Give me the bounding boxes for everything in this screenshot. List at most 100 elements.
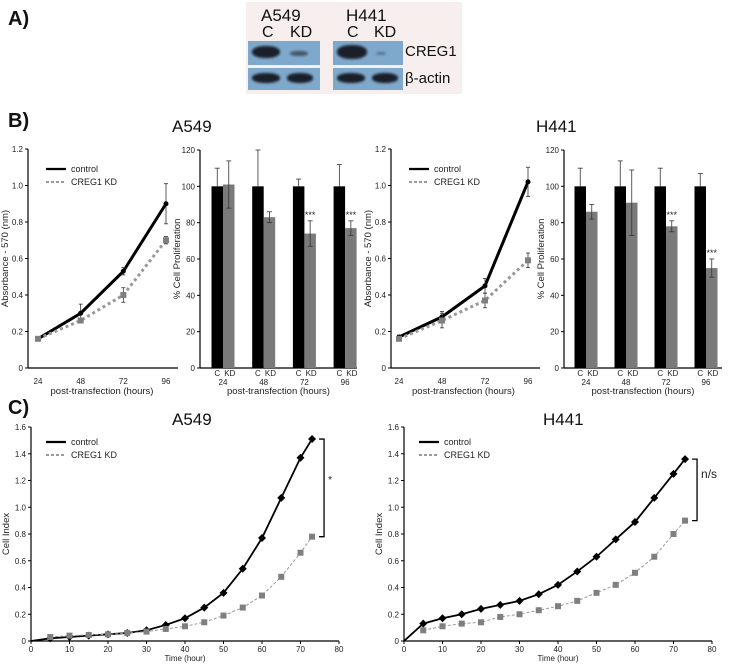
data-point-kd	[220, 612, 227, 619]
series-line-kd	[50, 536, 313, 638]
data-point-kd	[420, 627, 427, 634]
y-tick-label: 60	[550, 255, 559, 264]
x-tick-label: 48	[76, 377, 85, 386]
significance-label: ***	[305, 210, 316, 220]
y-tick-label: 1.0	[15, 503, 27, 512]
x-tick-label: 24	[395, 377, 404, 386]
y-tick-label: 20	[550, 328, 559, 337]
data-point-kd	[439, 317, 445, 324]
category-label: 72	[662, 378, 671, 387]
panel-label-c: C)	[8, 397, 30, 419]
data-point-kd	[120, 292, 127, 298]
data-point-kd	[670, 531, 677, 537]
blot-band	[337, 45, 367, 59]
x-axis-label: post-transfection (hours)	[592, 386, 695, 397]
legend-label: control	[71, 437, 98, 447]
significance-bracket	[319, 438, 325, 538]
x-tick-label: 20	[477, 645, 486, 654]
data-point-kd	[482, 297, 488, 304]
category-label: 72	[300, 378, 309, 387]
y-tick-label: 40	[550, 291, 559, 300]
x-tick-label: 0	[402, 645, 407, 654]
panel-b-title-a549: A549	[172, 117, 212, 136]
data-point-kd	[278, 573, 285, 580]
data-point-control	[650, 493, 659, 502]
data-point-kd	[163, 237, 169, 244]
significance-label: n/s	[701, 467, 717, 481]
data-point-kd	[458, 620, 465, 627]
category-label: 96	[341, 378, 350, 387]
data-point-kd	[259, 592, 265, 599]
panel-c-title-h441: H441	[543, 410, 584, 429]
data-point-control	[181, 614, 189, 623]
bar-control	[292, 186, 305, 368]
data-point-kd	[143, 628, 150, 635]
x-axis-label: post-transfection (hours)	[51, 386, 154, 397]
bar-kd	[263, 217, 276, 368]
x-tick-label: 30	[515, 645, 524, 654]
data-point-kd	[516, 611, 523, 618]
panel-label-a: A)	[8, 8, 30, 30]
bar-label: KD	[224, 369, 235, 378]
legend-label: CREG1 KD	[444, 450, 491, 460]
data-point-kd	[535, 607, 542, 614]
bar-kd	[345, 228, 357, 368]
bar-kd	[626, 202, 638, 368]
y-tick-label: 0.8	[375, 218, 387, 227]
data-point-kd	[47, 633, 54, 640]
bar-kd	[304, 233, 316, 368]
data-point-control	[457, 610, 466, 619]
data-point-control	[496, 600, 505, 609]
y-tick-label: 1.2	[12, 145, 24, 154]
y-tick-label: 1.2	[375, 145, 387, 154]
data-point-kd	[124, 629, 131, 636]
data-point-control	[515, 596, 524, 605]
bar-label: KD	[707, 369, 718, 378]
x-tick-label: 96	[524, 377, 533, 386]
data-point-control	[200, 603, 209, 612]
y-tick-label: 0	[191, 364, 196, 373]
data-point-control	[419, 619, 428, 628]
data-point-kd	[77, 317, 84, 324]
data-point-kd	[201, 619, 208, 626]
blot-band	[252, 46, 280, 58]
y-axis-label: Cell Index	[1, 513, 12, 555]
bar-label: KD	[587, 369, 598, 378]
blot-band	[337, 73, 365, 83]
bar-control	[211, 186, 223, 368]
bar-label: KD	[265, 369, 276, 378]
blot-band	[287, 73, 313, 83]
bar-control	[694, 186, 706, 368]
bar-label: C	[336, 369, 342, 378]
bar-control	[252, 186, 264, 368]
data-point-kd	[309, 533, 316, 540]
data-point-kd	[66, 632, 73, 639]
bar-label: C	[697, 369, 703, 378]
bar-label: KD	[667, 369, 678, 378]
bar-label: C	[657, 369, 663, 378]
y-tick-label: 100	[546, 182, 560, 191]
x-tick-label: 10	[65, 645, 74, 654]
y-tick-label: 1.0	[375, 182, 387, 191]
data-point-control	[631, 517, 639, 526]
y-tick-label: 0.2	[375, 328, 387, 337]
y-tick-label: 0	[555, 364, 560, 373]
y-tick-label: 0.8	[388, 530, 400, 539]
y-tick-label: 80	[550, 219, 559, 228]
y-tick-label: 0.4	[12, 291, 24, 300]
blot-lane-label: KD	[290, 24, 313, 41]
x-tick-label: 72	[481, 377, 490, 386]
y-axis-label: Cell Index	[374, 513, 385, 555]
data-point-control	[78, 310, 84, 316]
data-point-control	[573, 567, 582, 576]
category-label: 48	[622, 378, 631, 387]
data-point-kd	[105, 631, 111, 638]
data-point-kd	[239, 604, 246, 611]
data-point-control	[296, 453, 305, 462]
x-tick-label: 60	[258, 645, 267, 654]
blot-cell-line-h441: H441	[346, 6, 387, 25]
data-point-control	[534, 590, 543, 599]
legend-label: control	[434, 164, 461, 174]
significance-label: ***	[706, 248, 717, 258]
